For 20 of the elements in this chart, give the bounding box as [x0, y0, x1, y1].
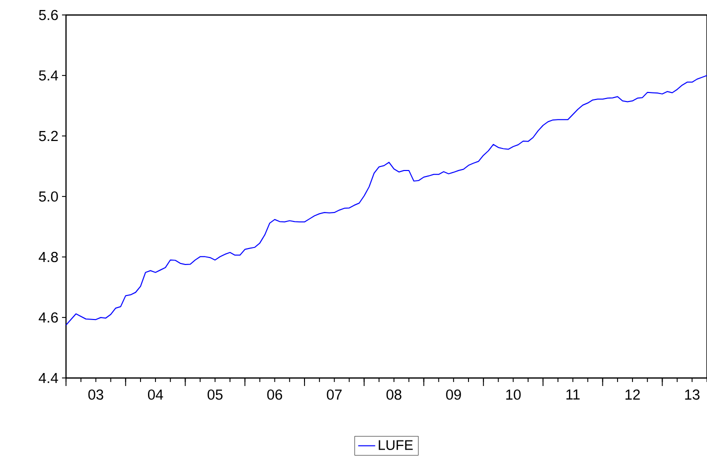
- x-tick-label: 05: [208, 390, 223, 400]
- x-tick-label: 06: [267, 390, 282, 400]
- x-tick-label: 08: [386, 390, 402, 400]
- y-tick-label: 5.0: [38, 191, 58, 202]
- x-tick-label: 10: [506, 390, 521, 400]
- y-tick-label: 5.6: [38, 10, 58, 20]
- legend-label: LUFE: [378, 440, 413, 450]
- y-tick-label: 4.6: [38, 312, 58, 323]
- y-tick-label: 5.4: [38, 70, 58, 81]
- x-tick-label: 12: [626, 390, 640, 400]
- y-tick-label: 5.2: [38, 130, 58, 142]
- x-tick-label: 07: [326, 390, 342, 400]
- x-tick-label: 09: [446, 390, 461, 400]
- x-tick-label: 11: [566, 390, 580, 400]
- x-tick-label: 03: [88, 390, 104, 400]
- y-tick-label: 4.8: [38, 252, 58, 262]
- y-tick-label: 4.4: [38, 373, 58, 383]
- x-tick-label: 04: [148, 390, 164, 400]
- line-series: [66, 74, 707, 326]
- x-tick-label: 13: [685, 390, 700, 400]
